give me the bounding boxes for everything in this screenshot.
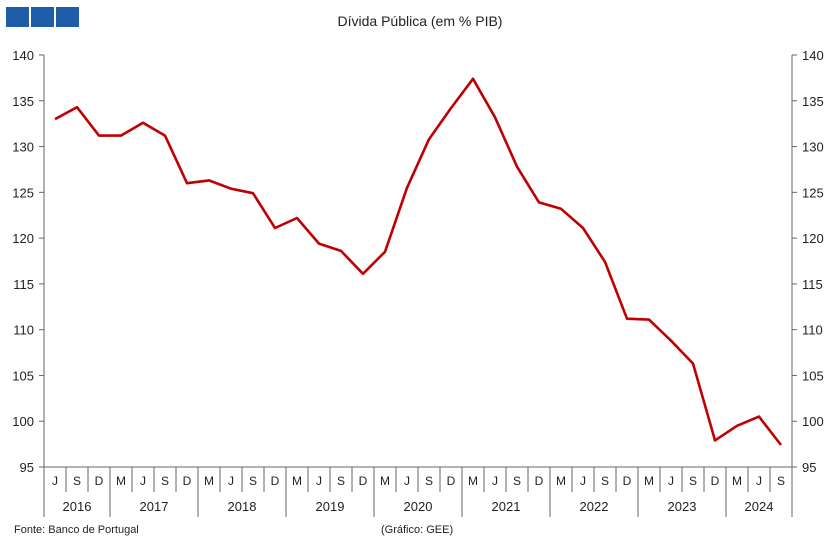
y-tick-label-left: 135 <box>12 94 34 109</box>
debt-series-line <box>54 77 783 446</box>
x-tick-label: J <box>580 474 586 488</box>
y-tick-label-right: 130 <box>802 140 824 155</box>
x-tick-label: J <box>52 474 58 488</box>
year-label: 2019 <box>316 499 345 514</box>
x-tick-label: M <box>380 474 390 488</box>
credit-note: (Gráfico: GEE) <box>381 524 454 536</box>
x-tick-label: M <box>292 474 302 488</box>
year-label: 2018 <box>228 499 257 514</box>
chart-title: Dívida Pública (em % PIB) <box>338 13 503 29</box>
x-tick-label: S <box>513 474 521 488</box>
y-tick-label-left: 140 <box>12 48 34 63</box>
x-tick-label: D <box>271 474 280 488</box>
x-tick-label: D <box>95 474 104 488</box>
x-tick-label: D <box>447 474 456 488</box>
y-tick-label-left: 100 <box>12 414 34 429</box>
y-tick-label-right: 140 <box>802 48 824 63</box>
y-tick-label-right: 125 <box>802 185 824 200</box>
y-tick-label-left: 120 <box>12 231 34 246</box>
year-label: 2024 <box>745 499 774 514</box>
x-tick-label: M <box>732 474 742 488</box>
x-tick-label: M <box>644 474 654 488</box>
x-tick-label: S <box>249 474 257 488</box>
x-tick-label: J <box>140 474 146 488</box>
x-tick-label: S <box>337 474 345 488</box>
x-tick-label: M <box>468 474 478 488</box>
x-tick-label: D <box>711 474 720 488</box>
year-label: 2022 <box>580 499 609 514</box>
x-tick-label: J <box>668 474 674 488</box>
year-label: 2020 <box>404 499 433 514</box>
y-tick-label-right: 95 <box>802 460 816 475</box>
x-tick-label: D <box>359 474 368 488</box>
y-tick-label-right: 100 <box>802 414 824 429</box>
y-tick-label-left: 125 <box>12 185 34 200</box>
y-tick-label-left: 105 <box>12 368 34 383</box>
x-tick-label: S <box>425 474 433 488</box>
x-tick-label: J <box>404 474 410 488</box>
x-tick-label: S <box>601 474 609 488</box>
x-tick-label: J <box>228 474 234 488</box>
y-tick-label-right: 120 <box>802 231 824 246</box>
logo-square <box>56 7 79 27</box>
y-tick-label-left: 95 <box>20 460 34 475</box>
x-tick-label: S <box>777 474 785 488</box>
year-label: 2021 <box>492 499 521 514</box>
year-label: 2017 <box>140 499 169 514</box>
source-note: Fonte: Banco de Portugal <box>14 524 139 536</box>
x-tick-label: D <box>183 474 192 488</box>
y-tick-label-right: 110 <box>802 323 823 338</box>
x-tick-label: M <box>116 474 126 488</box>
logo-square <box>31 7 54 27</box>
x-tick-label: S <box>161 474 169 488</box>
y-tick-label-right: 135 <box>802 94 824 109</box>
x-tick-label: S <box>73 474 81 488</box>
x-tick-label: M <box>204 474 214 488</box>
plot-area <box>54 77 783 446</box>
y-tick-label-left: 115 <box>13 277 34 292</box>
x-tick-label: J <box>316 474 322 488</box>
year-label: 2023 <box>668 499 697 514</box>
chart-axes <box>43 55 793 517</box>
year-label: 2016 <box>63 499 92 514</box>
y-tick-label-right: 105 <box>802 368 824 383</box>
y-tick-label-right: 115 <box>802 277 823 292</box>
x-tick-label: M <box>556 474 566 488</box>
x-tick-label: S <box>689 474 697 488</box>
x-tick-label: J <box>756 474 762 488</box>
y-tick-label-left: 110 <box>13 323 34 338</box>
logo-square <box>6 7 29 27</box>
y-axis-ticks: 95 95 100 100 105 105 110 110 115 115 120 120 125 125… <box>12 48 823 475</box>
x-tick-label: D <box>535 474 544 488</box>
x-tick-label: D <box>623 474 632 488</box>
y-tick-label-left: 130 <box>12 140 34 155</box>
x-tick-label: J <box>492 474 498 488</box>
brand-logo <box>6 7 81 29</box>
